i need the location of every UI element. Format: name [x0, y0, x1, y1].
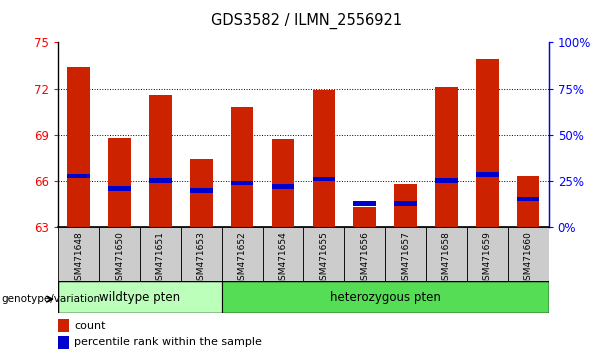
Bar [149, 178, 172, 183]
Bar [313, 177, 335, 181]
Bar [354, 201, 376, 206]
Bar [313, 90, 335, 227]
Bar [426, 227, 467, 281]
Bar [508, 227, 549, 281]
Text: GSM471656: GSM471656 [360, 231, 369, 286]
Bar [99, 227, 140, 281]
Text: GSM471652: GSM471652 [238, 231, 246, 286]
Text: genotype/variation: genotype/variation [2, 294, 101, 304]
Text: count: count [74, 321, 105, 331]
Text: GSM471657: GSM471657 [401, 231, 410, 286]
Bar [385, 227, 426, 281]
Bar [476, 172, 498, 177]
Text: GSM471650: GSM471650 [115, 231, 124, 286]
Text: GSM471654: GSM471654 [278, 231, 287, 286]
Bar [190, 188, 213, 193]
Bar [67, 67, 90, 227]
Bar [67, 174, 90, 178]
Bar [58, 336, 69, 349]
Text: GSM471651: GSM471651 [156, 231, 165, 286]
Text: GDS3582 / ILMN_2556921: GDS3582 / ILMN_2556921 [211, 12, 402, 29]
Bar [272, 184, 294, 189]
Bar [231, 181, 253, 185]
Text: wildtype pten: wildtype pten [99, 291, 181, 304]
Bar [467, 227, 508, 281]
Text: percentile rank within the sample: percentile rank within the sample [74, 337, 262, 347]
Bar [231, 107, 253, 227]
Text: GSM471648: GSM471648 [74, 231, 83, 286]
Bar [517, 197, 539, 201]
Bar [181, 227, 222, 281]
Bar [303, 227, 345, 281]
Text: GSM471653: GSM471653 [197, 231, 206, 286]
Bar [149, 95, 172, 227]
Bar [354, 207, 376, 227]
Bar [394, 184, 417, 227]
Text: GSM471659: GSM471659 [483, 231, 492, 286]
Bar [262, 227, 303, 281]
Text: heterozygous pten: heterozygous pten [330, 291, 441, 304]
Bar [109, 186, 131, 190]
Bar [435, 178, 458, 183]
Bar [109, 138, 131, 227]
Bar [272, 139, 294, 227]
Text: GSM471660: GSM471660 [524, 231, 533, 286]
Bar [394, 201, 417, 206]
Bar [222, 227, 262, 281]
Bar [435, 87, 458, 227]
Bar [345, 227, 385, 281]
Bar [517, 176, 539, 227]
Bar [58, 227, 99, 281]
Bar [140, 227, 181, 281]
Text: GSM471655: GSM471655 [319, 231, 329, 286]
Bar [58, 319, 69, 332]
Bar [190, 159, 213, 227]
Bar [476, 59, 498, 227]
Text: GSM471658: GSM471658 [442, 231, 451, 286]
Bar [58, 281, 222, 313]
Bar [222, 281, 549, 313]
